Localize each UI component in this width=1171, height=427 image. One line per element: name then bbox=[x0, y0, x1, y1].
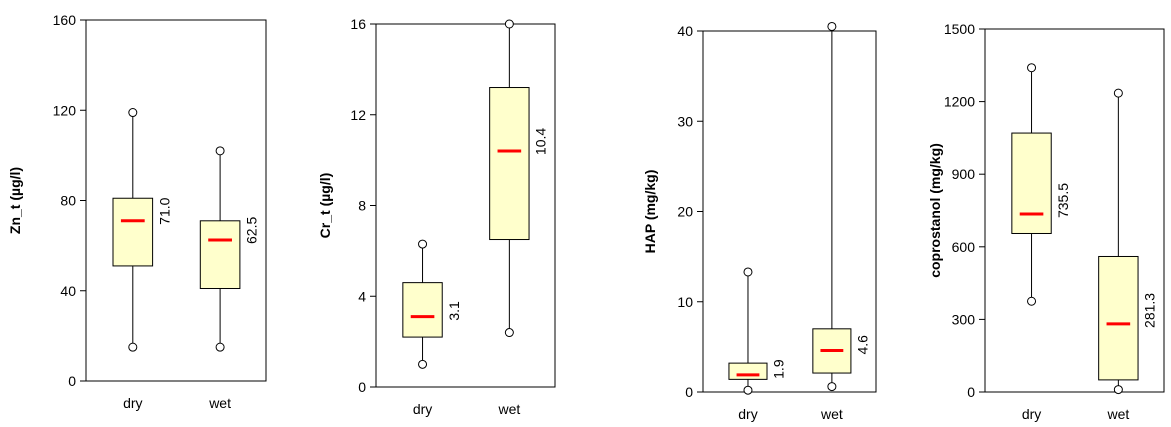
y-tick-label: 10 bbox=[677, 294, 693, 310]
iqr-box bbox=[489, 87, 530, 241]
iqr-box bbox=[1011, 132, 1052, 234]
whisker-max-marker bbox=[215, 146, 225, 156]
y-tick-label: 0 bbox=[68, 373, 76, 389]
y-axis-label: coprostanol (mg/kg) bbox=[927, 143, 943, 278]
y-tick-label: 12 bbox=[350, 107, 366, 123]
y-tick-label: 40 bbox=[677, 23, 693, 39]
plot-frame-4 bbox=[984, 28, 1165, 393]
x-category-label: dry bbox=[413, 401, 432, 417]
whisker-min-marker bbox=[827, 382, 837, 392]
iqr-box bbox=[1098, 255, 1139, 381]
y-tick-label: 40 bbox=[60, 283, 76, 299]
median-value-label: 62.5 bbox=[244, 217, 260, 244]
whisker-min-marker bbox=[743, 385, 753, 395]
whisker-max-marker bbox=[418, 239, 428, 249]
y-tick-label: 600 bbox=[952, 239, 976, 255]
iqr-box bbox=[728, 362, 768, 380]
whisker-max-marker bbox=[743, 267, 753, 277]
median-value-label: 4.6 bbox=[855, 335, 871, 355]
y-tick-label: 120 bbox=[53, 102, 77, 118]
whisker-min-marker bbox=[215, 342, 225, 352]
y-tick-label: 300 bbox=[952, 311, 976, 327]
median-value-label: 1.9 bbox=[771, 359, 787, 379]
whisker-min-marker bbox=[1027, 296, 1037, 306]
x-category-label: dry bbox=[738, 406, 757, 422]
whisker-min-marker bbox=[504, 328, 514, 338]
y-tick-label: 80 bbox=[60, 193, 76, 209]
y-tick-label: 0 bbox=[967, 384, 975, 400]
whisker-max-marker bbox=[128, 108, 138, 118]
median-value-label: 3.1 bbox=[446, 301, 462, 321]
x-category-label: dry bbox=[123, 395, 142, 411]
whisker-max-marker bbox=[1027, 63, 1037, 73]
y-tick-label: 16 bbox=[350, 16, 366, 32]
x-category-label: wet bbox=[1106, 406, 1129, 422]
y-tick-label: 30 bbox=[677, 113, 693, 129]
median-value-label: 71.0 bbox=[156, 197, 172, 224]
iqr-box bbox=[112, 197, 154, 267]
y-tick-label: 20 bbox=[677, 204, 693, 220]
y-tick-label: 1500 bbox=[944, 21, 975, 37]
whisker-min-marker bbox=[418, 359, 428, 369]
x-category-label: wet bbox=[208, 395, 231, 411]
median-value-label: 735.5 bbox=[1055, 183, 1071, 218]
whisker-max-marker bbox=[1113, 88, 1123, 98]
y-tick-label: 0 bbox=[358, 379, 366, 395]
whisker-min-marker bbox=[1113, 385, 1123, 395]
whisker-max-marker bbox=[827, 21, 837, 31]
y-tick-label: 1200 bbox=[944, 94, 975, 110]
whisker-max-marker bbox=[504, 19, 514, 29]
y-tick-label: 160 bbox=[53, 12, 77, 28]
x-category-label: wet bbox=[497, 401, 520, 417]
y-tick-label: 4 bbox=[358, 288, 366, 304]
x-category-label: wet bbox=[820, 406, 843, 422]
x-category-label: dry bbox=[1022, 406, 1041, 422]
y-tick-label: 900 bbox=[952, 166, 976, 182]
y-axis-label: HAP (mg/kg) bbox=[642, 170, 658, 254]
y-axis-label: Cr_t (µg/l) bbox=[317, 173, 333, 239]
median-value-label: 281.3 bbox=[1142, 293, 1158, 328]
y-tick-label: 0 bbox=[685, 384, 693, 400]
whisker-min-marker bbox=[128, 342, 138, 352]
iqr-box bbox=[402, 282, 443, 338]
iqr-box bbox=[199, 220, 241, 289]
median-value-label: 10.4 bbox=[533, 128, 549, 155]
y-tick-label: 8 bbox=[358, 198, 366, 214]
y-axis-label: Zn_t (µg/l) bbox=[7, 167, 23, 234]
